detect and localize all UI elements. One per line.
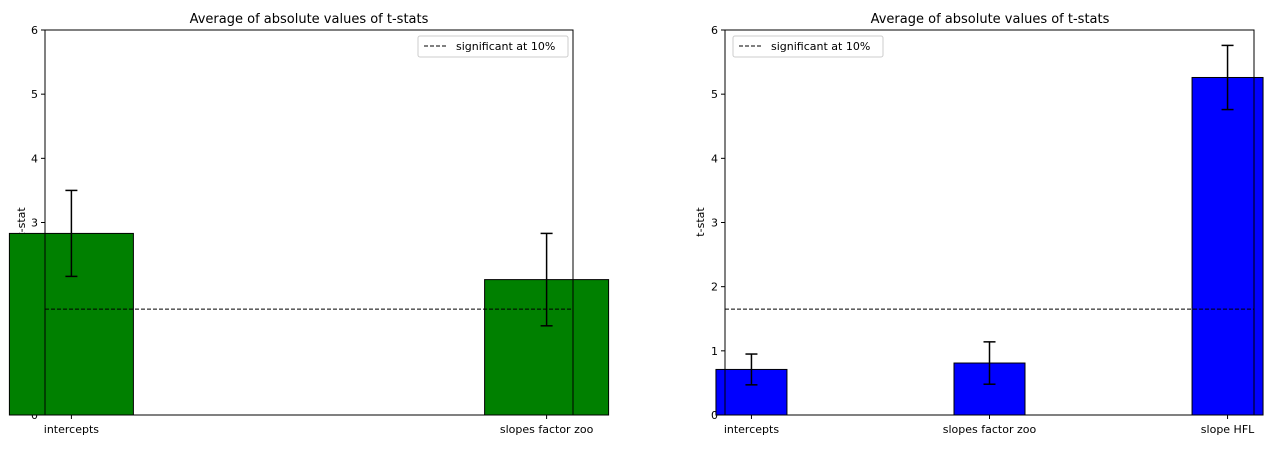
x-tick-label: slopes factor zoo bbox=[500, 423, 594, 436]
plot-frame bbox=[724, 29, 1255, 416]
legend-label: significant at 10% bbox=[771, 40, 870, 53]
y-axis-label: t-stat bbox=[694, 207, 707, 237]
y-tick-label: 4 bbox=[31, 152, 38, 165]
x-tick-label: intercepts bbox=[724, 423, 780, 436]
legend-label: significant at 10% bbox=[456, 40, 555, 53]
plot-frame bbox=[44, 29, 574, 416]
y-tick-label: 6 bbox=[31, 24, 38, 37]
bar bbox=[1191, 76, 1264, 416]
chart-left: Average of absolute values of t-stats t-… bbox=[8, 12, 610, 436]
legend: significant at 10% bbox=[417, 35, 569, 58]
chart-title: Average of absolute values of t-stats bbox=[871, 12, 1110, 27]
y-tick-label: 6 bbox=[711, 24, 718, 37]
y-tick-label: 5 bbox=[711, 88, 718, 101]
y-tick-label: 5 bbox=[31, 88, 38, 101]
y-tick-label: 3 bbox=[711, 217, 718, 230]
x-tick-label: intercepts bbox=[44, 423, 100, 436]
y-tick-label: 0 bbox=[711, 409, 718, 422]
y-tick-label: 0 bbox=[31, 409, 38, 422]
chart-right: Average of absolute values of t-stats t-… bbox=[694, 12, 1264, 436]
x-tick-label: slope HFL bbox=[1201, 423, 1255, 436]
y-tick-label: 2 bbox=[711, 281, 718, 294]
legend: significant at 10% bbox=[732, 35, 884, 58]
chart-title: Average of absolute values of t-stats bbox=[190, 12, 429, 27]
y-tick-label: 4 bbox=[711, 152, 718, 165]
y-tick-label: 1 bbox=[711, 345, 718, 358]
y-tick-label: 3 bbox=[31, 217, 38, 230]
x-tick-label: slopes factor zoo bbox=[943, 423, 1037, 436]
y-axis-label: t-stat bbox=[15, 207, 28, 237]
legend-box bbox=[732, 35, 884, 58]
legend-box bbox=[417, 35, 569, 58]
